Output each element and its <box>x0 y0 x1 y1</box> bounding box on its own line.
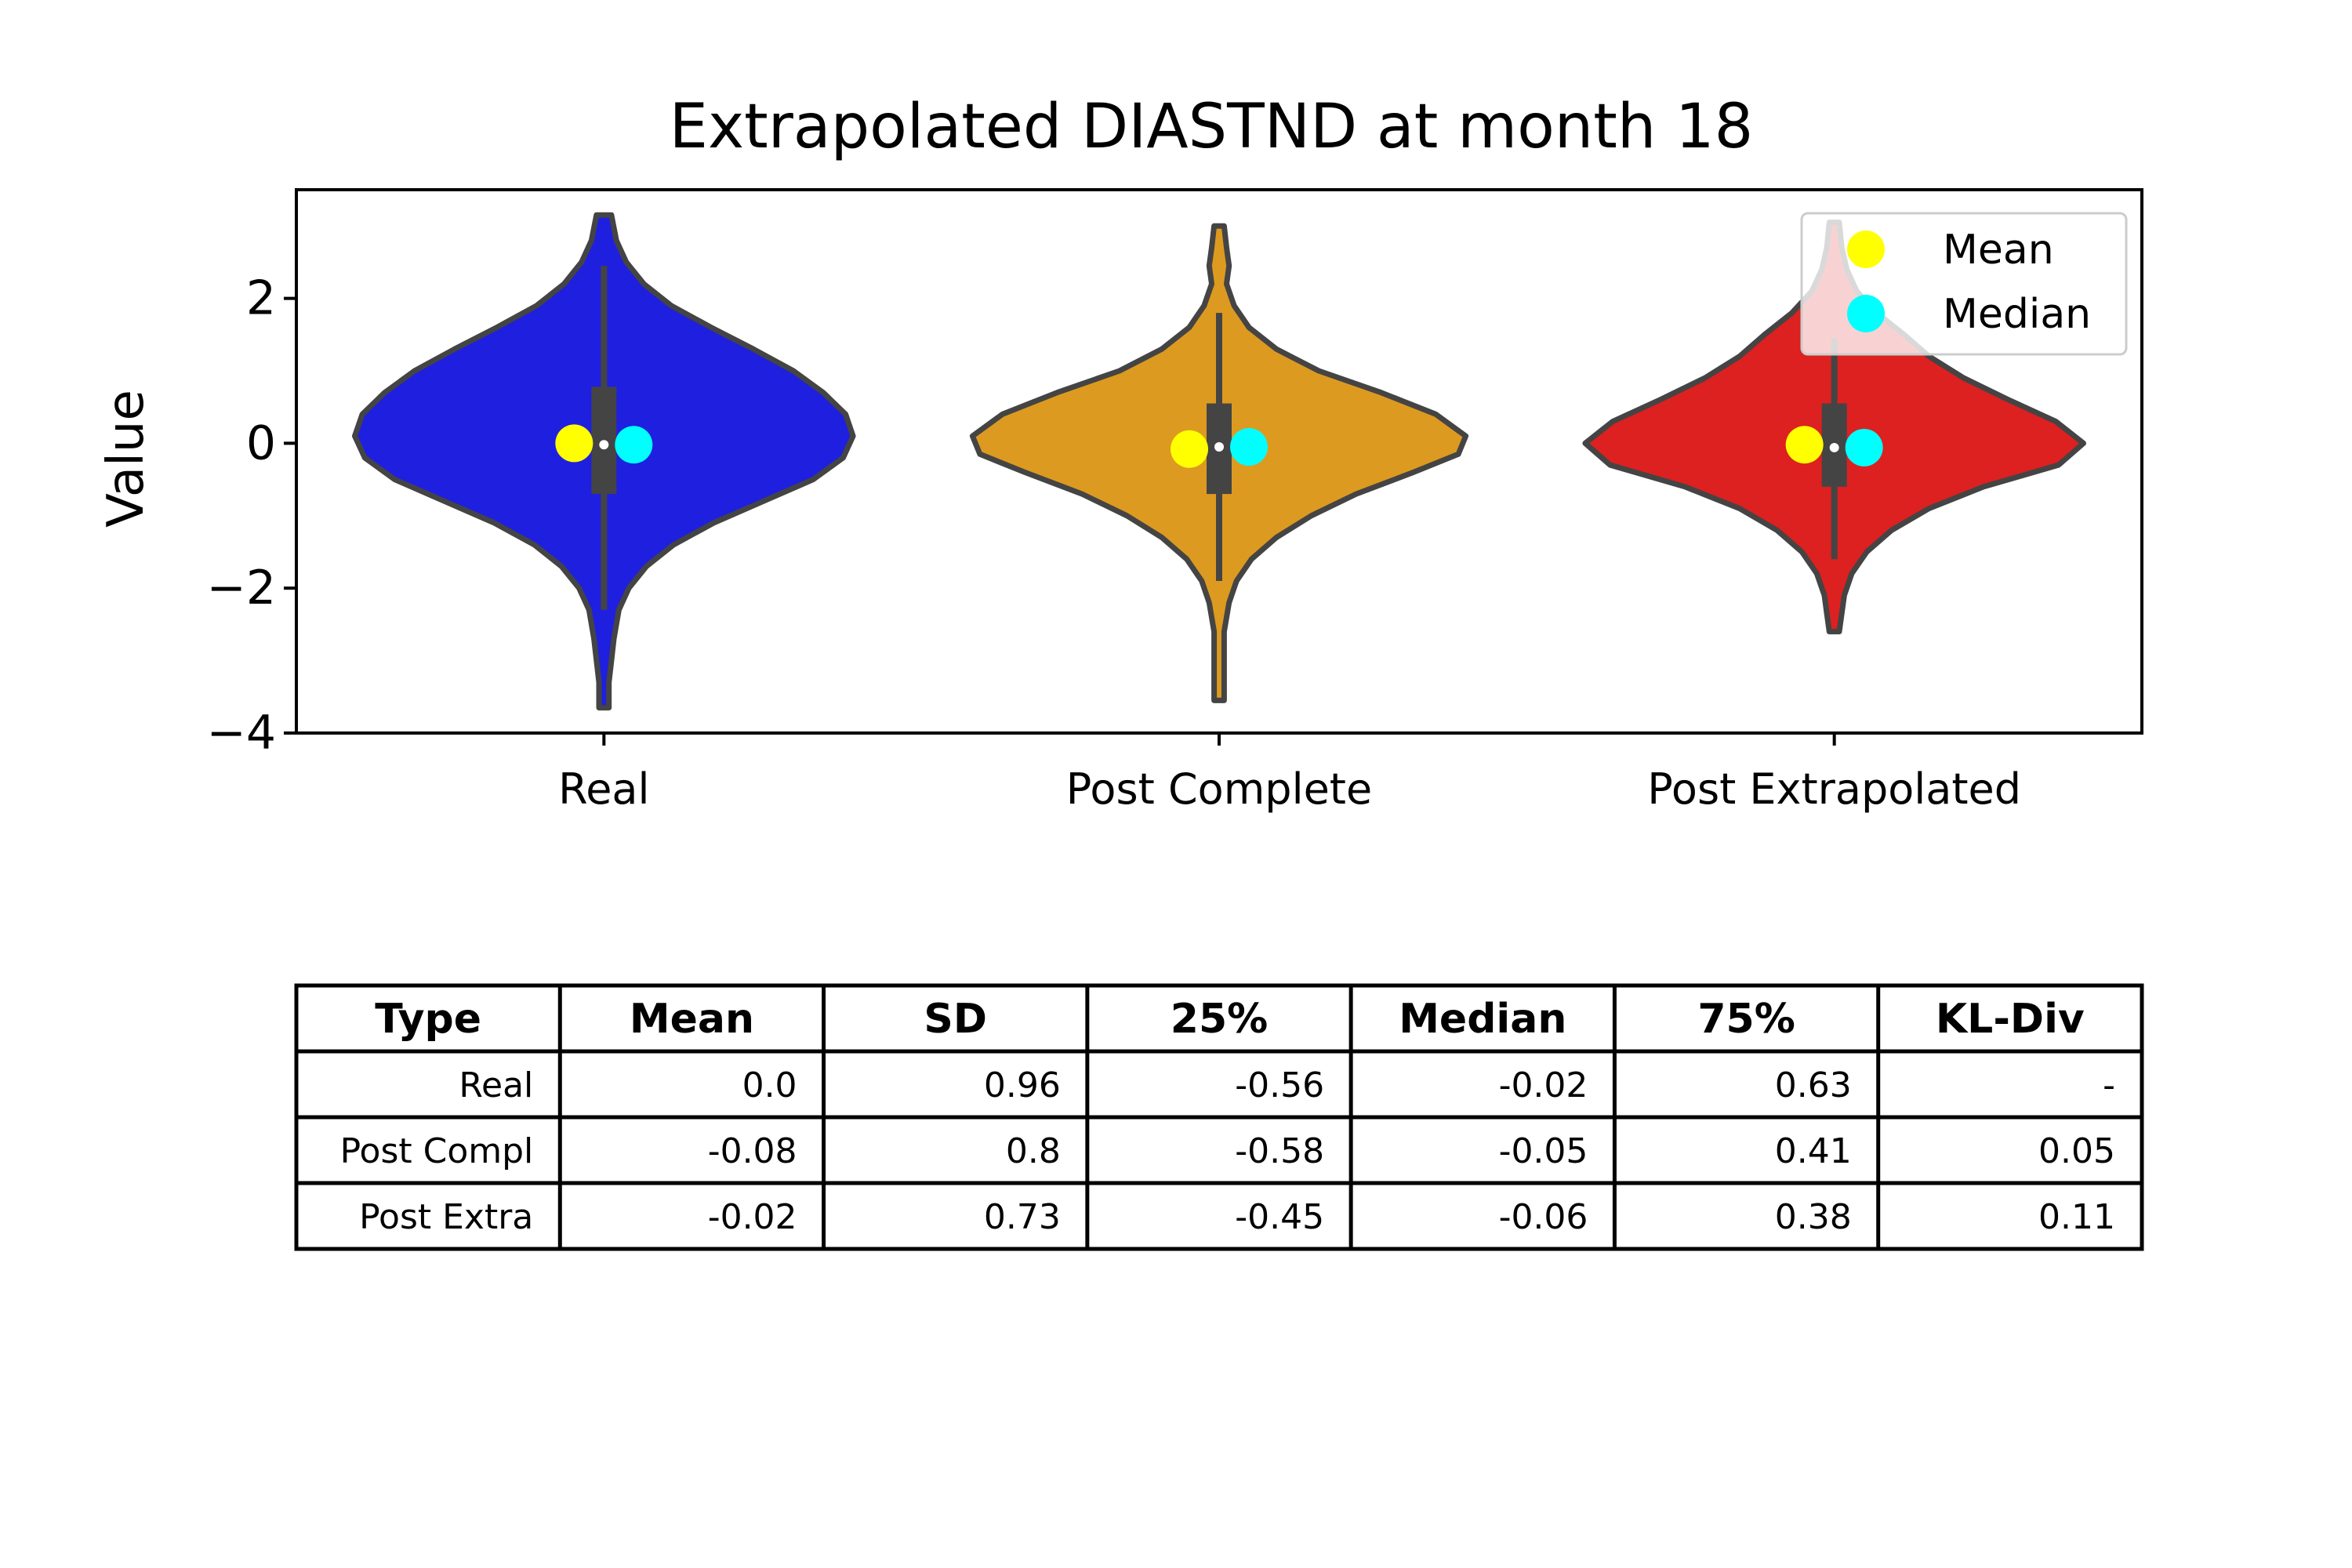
table-cell: 0.63 <box>1775 1065 1852 1105</box>
y-tick-label: 0 <box>246 416 276 470</box>
stats-table: Type Mean SD 25% Median 75% KL-Div Real 0.0 0.96 -… <box>294 983 2144 1251</box>
violin-median-dot <box>1829 442 1839 452</box>
table-cell: -0.08 <box>708 1131 797 1171</box>
x-tick-label: Post Complete <box>1066 764 1372 814</box>
legend-marker <box>1847 230 1885 268</box>
table-cell: -0.06 <box>1499 1197 1588 1237</box>
table-cell: -0.02 <box>708 1197 797 1237</box>
legend-marker <box>1847 295 1885 332</box>
mean-marker <box>1171 430 1208 468</box>
table-cell: 0.8 <box>1006 1131 1061 1171</box>
legend-label: Median <box>1943 291 2091 338</box>
table-header-cell: Mean <box>630 996 754 1043</box>
table-header-cell: KL-Div <box>1936 996 2085 1043</box>
table-cell: - <box>2103 1065 2115 1105</box>
table-header-cell: Type <box>375 996 481 1043</box>
x-tick-label: Real <box>558 764 649 814</box>
table-cell: -0.45 <box>1235 1197 1324 1237</box>
violin-median-dot <box>599 440 609 450</box>
table-cell: -0.02 <box>1499 1065 1588 1105</box>
table-cell: Real <box>459 1065 533 1105</box>
table-header-cell: Median <box>1399 996 1566 1043</box>
table-cell: -0.05 <box>1499 1131 1588 1171</box>
y-tick-label: −2 <box>207 561 276 615</box>
table-cell: Post Compl <box>340 1131 534 1171</box>
table-cell: 0.41 <box>1775 1131 1852 1171</box>
table-cell: 0.0 <box>742 1065 797 1105</box>
y-tick-label: 2 <box>246 271 276 326</box>
mean-marker <box>1785 426 1824 464</box>
plot-area: 2 0 −2 −4 Real Post Complete Post Extrapolated <box>207 188 2143 814</box>
table-cell: 0.96 <box>984 1065 1061 1105</box>
median-marker <box>615 426 653 464</box>
legend: Mean Median <box>1800 212 2128 356</box>
table-cell: Post Extra <box>359 1197 533 1237</box>
y-axis-label: Value <box>97 390 155 528</box>
median-marker <box>1230 428 1268 466</box>
table-cell: -0.56 <box>1235 1065 1324 1105</box>
table-cell: 0.11 <box>2038 1197 2115 1237</box>
table-cell: 0.73 <box>984 1197 1061 1237</box>
y-tick-label: −4 <box>207 706 276 760</box>
table-header-cell: 25% <box>1171 996 1268 1043</box>
chart-title: Extrapolated DIASTND at month 18 <box>670 92 1754 162</box>
x-tick-label: Post Extrapolated <box>1647 764 2021 814</box>
table-header-cell: 75% <box>1697 996 1795 1043</box>
table-header-cell: SD <box>924 996 987 1043</box>
table-cell: -0.58 <box>1235 1131 1324 1171</box>
violin-median-dot <box>1214 442 1224 452</box>
median-marker <box>1845 428 1883 466</box>
table-cell: 0.38 <box>1775 1197 1852 1237</box>
mean-marker <box>555 424 593 463</box>
legend-label: Mean <box>1943 227 2054 274</box>
table-cell: 0.05 <box>2038 1131 2115 1171</box>
